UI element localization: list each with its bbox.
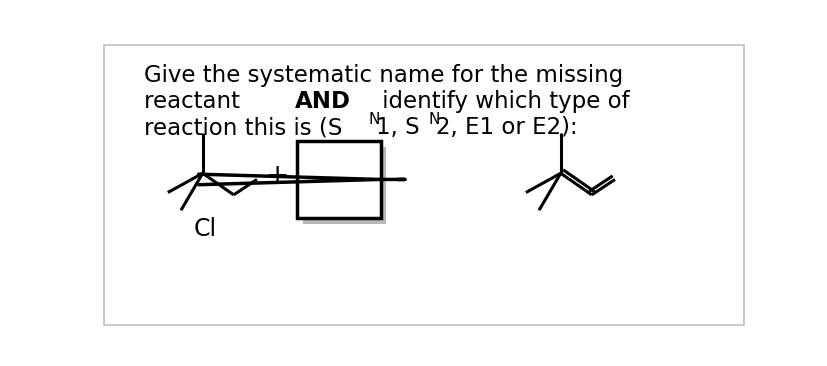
Text: AND: AND <box>294 90 351 113</box>
Text: N: N <box>368 112 380 127</box>
Bar <box>297 141 380 218</box>
Text: 1, S: 1, S <box>375 116 419 139</box>
Text: identify which type of: identify which type of <box>375 90 629 113</box>
Text: Give the systematic name for the missing: Give the systematic name for the missing <box>144 64 622 87</box>
Text: reactant: reactant <box>144 90 246 113</box>
Bar <box>303 147 386 224</box>
Text: reaction this is (S: reaction this is (S <box>144 116 342 139</box>
Text: 2, E1 or E2):: 2, E1 or E2): <box>436 116 577 139</box>
Text: +: + <box>265 162 289 190</box>
Text: Cl: Cl <box>194 217 217 241</box>
Text: N: N <box>428 112 440 127</box>
